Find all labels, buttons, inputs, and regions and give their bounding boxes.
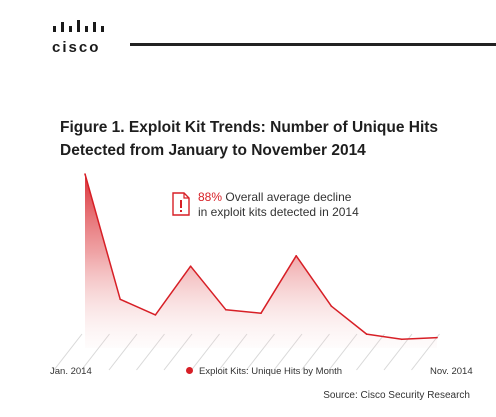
data-point-9 xyxy=(365,333,368,335)
grid-line xyxy=(53,333,83,371)
cisco-logo: cisco xyxy=(52,20,116,56)
data-point-1 xyxy=(84,173,86,175)
cisco-wordmark: cisco xyxy=(52,39,101,56)
data-point-3 xyxy=(154,314,157,316)
data-point-5 xyxy=(225,308,227,311)
alert-document-icon xyxy=(172,192,190,216)
figure-title: Figure 1. Exploit Kit Trends: Number of … xyxy=(60,116,480,162)
exploit-kit-area-chart xyxy=(0,168,496,383)
source-note: Source: Cisco Security Research xyxy=(323,390,470,401)
chart-legend: Exploit Kits: Unique Hits by Month xyxy=(186,366,342,377)
x-tick-label-first: Jan. 2014 xyxy=(50,366,92,377)
cisco-bars-icon xyxy=(53,20,104,32)
x-tick-label-last: Nov. 2014 xyxy=(430,366,473,377)
series-area xyxy=(85,174,437,348)
legend-swatch xyxy=(186,367,193,374)
data-point-11 xyxy=(436,336,438,339)
callout-line-1: Overall average decline xyxy=(222,190,352,204)
data-point-4 xyxy=(189,265,192,267)
callout-line-2: in exploit kits detected in 2014 xyxy=(198,205,359,219)
legend-label: Exploit Kits: Unique Hits by Month xyxy=(199,366,343,377)
figure-title-line-2: Detected from January to November 2014 xyxy=(60,142,366,159)
callout-text: 88% Overall average decline in exploit k… xyxy=(198,190,359,220)
callout-highlight: 88% xyxy=(198,190,223,204)
data-point-2 xyxy=(119,298,121,301)
figure-title-line-1: Figure 1. Exploit Kit Trends: Number of … xyxy=(60,119,439,136)
chart-canvas xyxy=(53,173,440,371)
data-point-8 xyxy=(330,305,333,307)
data-point-6 xyxy=(260,312,262,314)
data-point-7 xyxy=(295,255,298,257)
header-rule xyxy=(130,43,496,46)
data-point-10 xyxy=(401,338,403,341)
